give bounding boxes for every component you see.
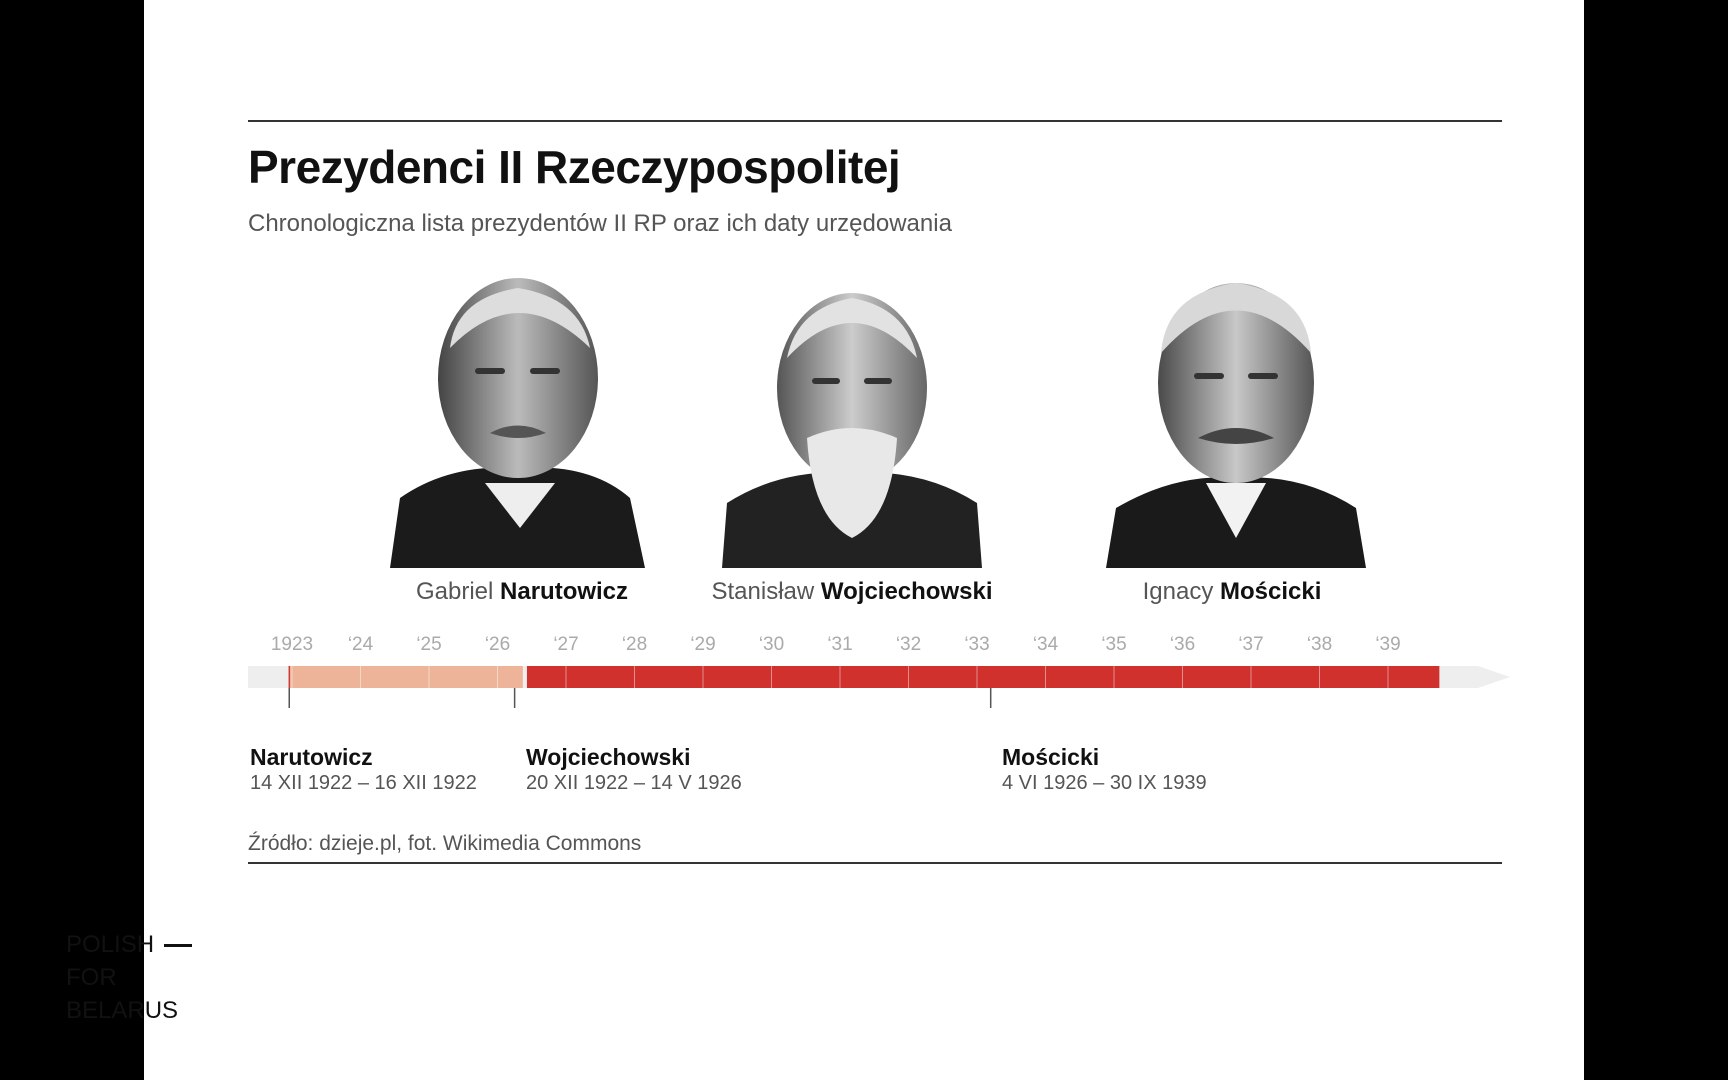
timeline-tick-label: 1923 (271, 634, 313, 655)
timeline-period-1 (289, 666, 523, 688)
timeline-tick-label: ‘30 (759, 634, 784, 655)
moscicki-caption: Ignacy Mościcki (1142, 578, 1322, 605)
top-rule (248, 120, 1502, 122)
timeline-period-2 (526, 666, 1440, 688)
moscicki-timeline-name: Mościcki (1002, 744, 1100, 770)
timeline-tick-label: ‘28 (622, 634, 647, 655)
timeline-arrow-icon (1478, 666, 1510, 688)
term-timeline: 1923 ‘24 ‘25 ‘26 ‘27 ‘28 ‘29 ‘30 ‘31 ‘32 ‘33 ‘34 ‘35… (248, 634, 1510, 708)
timeline-tick-label: ‘38 (1307, 634, 1332, 655)
timeline-tick-label: ‘32 (896, 634, 921, 655)
timeline-tick-label: ‘25 (416, 634, 441, 655)
timeline-tick-label: ‘27 (553, 634, 578, 655)
moscicki-portrait (1106, 283, 1366, 568)
timeline-tick-label: ‘36 (1170, 634, 1195, 655)
infographic-slide: Prezydenci II Rzeczypospolitej Chronolog… (144, 0, 1584, 1080)
wojciechowski-caption: Stanisław Wojciechowski (711, 578, 993, 605)
timeline-tick-label: ‘35 (1101, 634, 1126, 655)
wojciechowski-timeline-name: Wojciechowski (526, 744, 691, 770)
narutowicz-timeline-name: Narutowicz (250, 744, 373, 770)
timeline-tick-label: ‘24 (348, 634, 374, 655)
timeline-tick-label: ‘34 (1033, 634, 1059, 655)
narutowicz-caption: Gabriel Narutowicz (415, 578, 629, 605)
timeline-tick-label: ‘39 (1375, 634, 1400, 655)
narutowicz-portrait (390, 278, 645, 568)
wojciechowski-portrait (722, 293, 982, 568)
dash-icon (164, 944, 193, 948)
page-title: Prezydenci II Rzeczypospolitej (248, 141, 901, 193)
wojciechowski-term: 20 XII 1922 – 14 V 1926 (526, 772, 742, 794)
brand-logo: POLISH FOR BELARUS (66, 928, 193, 1027)
bottom-rule (248, 862, 1502, 864)
moscicki-term: 4 VI 1926 – 30 IX 1939 (1002, 772, 1207, 794)
timeline-tick-label: ‘26 (485, 634, 510, 655)
timeline-tick-label: ‘37 (1238, 634, 1263, 655)
narutowicz-term: 14 XII 1922 – 16 XII 1922 (250, 772, 477, 794)
timeline-tick-label: ‘31 (827, 634, 852, 655)
timeline-tick-label: ‘29 (690, 634, 715, 655)
timeline-tick-label: ‘33 (964, 634, 989, 655)
source-note: Źródło: dzieje.pl, fot. Wikimedia Common… (248, 832, 642, 855)
page-subtitle: Chronologiczna lista prezydentów II RP o… (248, 210, 952, 237)
